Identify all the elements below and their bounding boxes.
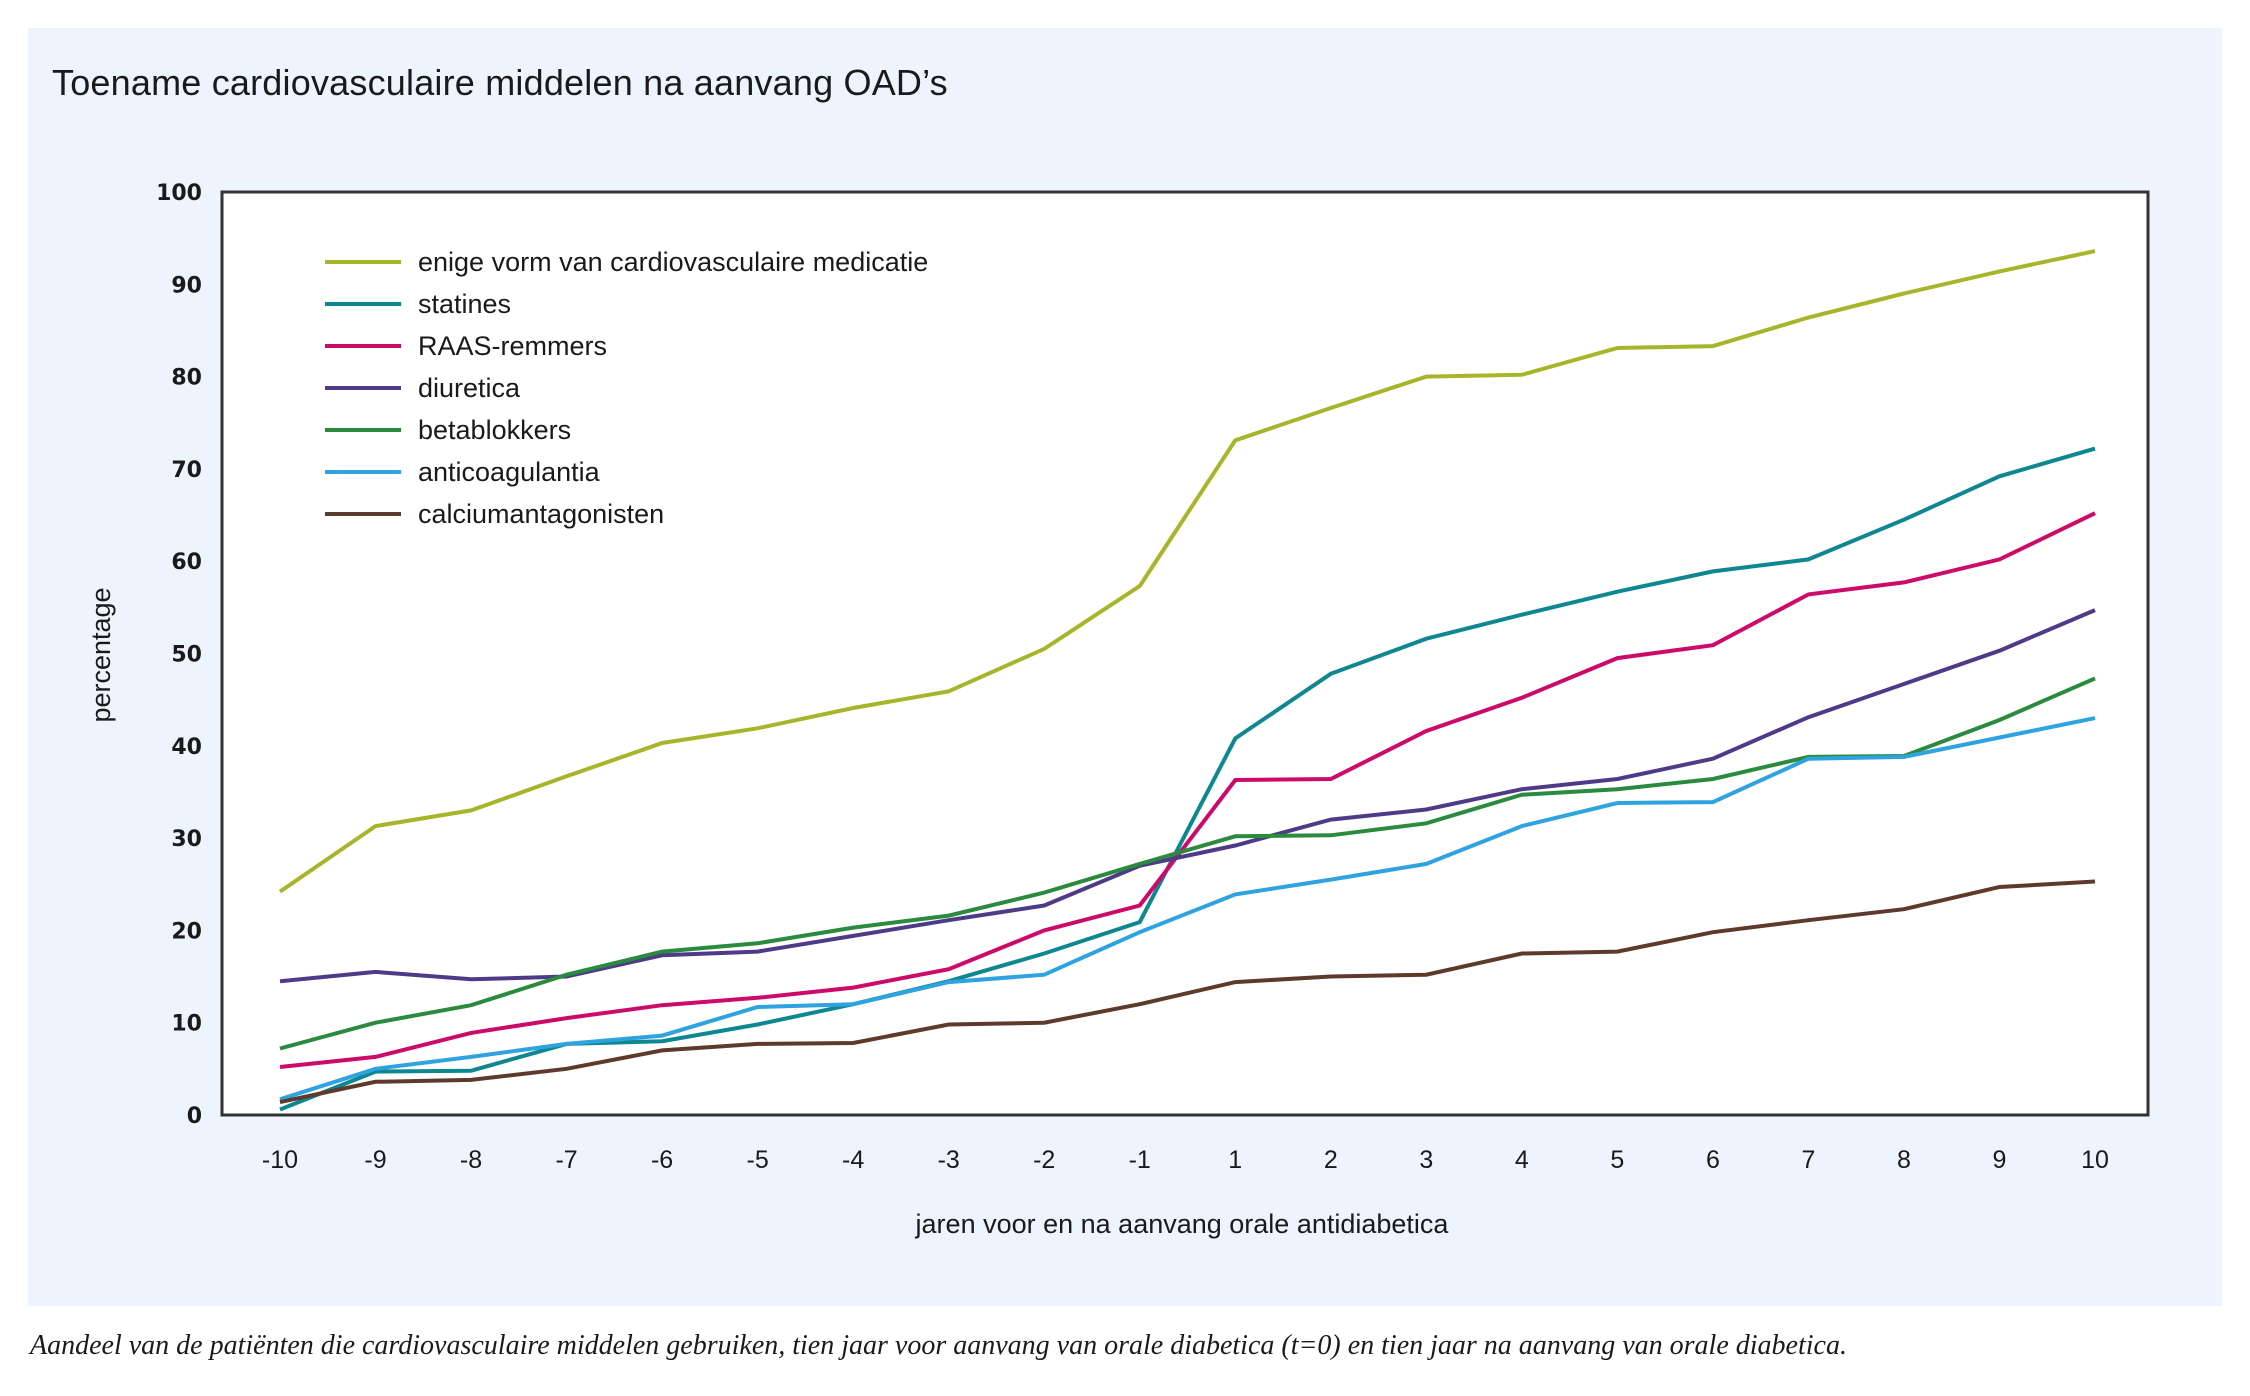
x-tick-label: -6 bbox=[651, 1146, 673, 1174]
x-tick-label: -10 bbox=[262, 1146, 298, 1174]
y-tick-label: 90 bbox=[171, 273, 202, 298]
y-axis-title: percentage bbox=[86, 587, 116, 722]
x-axis: -10 -9 -8 -7 -6 -5 -4 -3 -2 -1 1 2 3 4 5 6 7 8 9 10 bbox=[262, 1146, 2109, 1174]
y-tick-label: 40 bbox=[171, 735, 202, 760]
x-tick-label: -4 bbox=[842, 1146, 864, 1174]
x-tick-label: 6 bbox=[1706, 1146, 1720, 1174]
x-tick-label: -8 bbox=[460, 1146, 482, 1174]
legend-item: enige vorm van cardiovasculaire medicati… bbox=[325, 247, 928, 277]
x-tick-label: -3 bbox=[938, 1146, 960, 1174]
y-tick-label: 100 bbox=[156, 181, 202, 206]
x-tick-label: 7 bbox=[1801, 1146, 1815, 1174]
series-line-raas-remmers bbox=[279, 511, 2096, 1069]
legend-item: betablokkers bbox=[325, 415, 571, 445]
legend-item: RAAS-remmers bbox=[325, 331, 607, 361]
y-tick-label: 60 bbox=[171, 550, 202, 575]
x-tick-label: -1 bbox=[1129, 1146, 1151, 1174]
x-tick-label: 8 bbox=[1897, 1146, 1911, 1174]
legend-label: calciumantagonisten bbox=[418, 499, 664, 529]
y-tick-label: 50 bbox=[171, 643, 202, 668]
legend-label: RAAS-remmers bbox=[418, 331, 607, 361]
x-tick-label: 10 bbox=[2081, 1146, 2109, 1174]
x-tick-label: 4 bbox=[1515, 1146, 1529, 1174]
y-tick-label: 80 bbox=[171, 366, 202, 391]
legend-label: enige vorm van cardiovasculaire medicati… bbox=[418, 247, 928, 277]
legend-label: anticoagulantia bbox=[418, 457, 601, 487]
x-tick-label: 3 bbox=[1419, 1146, 1433, 1174]
legend-label: betablokkers bbox=[418, 415, 571, 445]
figure-caption: Aandeel van de patiënten die cardiovascu… bbox=[30, 1330, 1847, 1361]
series-line-calciumantagonisten bbox=[279, 879, 2096, 1105]
legend-item: calciumantagonisten bbox=[325, 499, 664, 529]
legend: enige vorm van cardiovasculaire medicati… bbox=[325, 247, 928, 529]
y-tick-label: 30 bbox=[171, 827, 202, 852]
x-tick-label: 5 bbox=[1610, 1146, 1624, 1174]
x-axis-title: jaren voor en na aanvang orale antidiabe… bbox=[915, 1209, 1450, 1239]
series-line-diuretica bbox=[279, 608, 2096, 984]
legend-item: statines bbox=[325, 289, 511, 319]
y-axis: 0 10 20 30 40 50 60 70 80 90 100 bbox=[156, 181, 202, 1129]
series-line-anticoagulantia bbox=[279, 716, 2096, 1102]
x-tick-label: -2 bbox=[1033, 1146, 1055, 1174]
plot-area bbox=[220, 190, 2150, 1117]
x-tick-label: -7 bbox=[555, 1146, 577, 1174]
series-line-betablokkers bbox=[279, 676, 2096, 1051]
x-tick-label: -5 bbox=[747, 1146, 769, 1174]
legend-label: statines bbox=[418, 289, 511, 319]
legend-item: anticoagulantia bbox=[325, 457, 601, 487]
y-tick-label: 70 bbox=[171, 458, 202, 483]
x-tick-label: 1 bbox=[1228, 1146, 1242, 1174]
series-line-enige-vorm-van-cardiovasculaire-medicatie bbox=[278, 249, 2096, 894]
legend-label: diuretica bbox=[418, 373, 521, 403]
legend-item: diuretica bbox=[325, 373, 521, 403]
y-tick-label: 0 bbox=[187, 1104, 202, 1129]
y-tick-label: 10 bbox=[171, 1012, 202, 1037]
x-tick-label: -9 bbox=[364, 1146, 386, 1174]
y-tick-label: 20 bbox=[171, 919, 202, 944]
series-lines bbox=[278, 249, 2096, 1112]
x-tick-label: 9 bbox=[1993, 1146, 2007, 1174]
x-tick-label: 2 bbox=[1324, 1146, 1338, 1174]
chart-title: Toename cardiovasculaire middelen na aan… bbox=[52, 62, 948, 103]
